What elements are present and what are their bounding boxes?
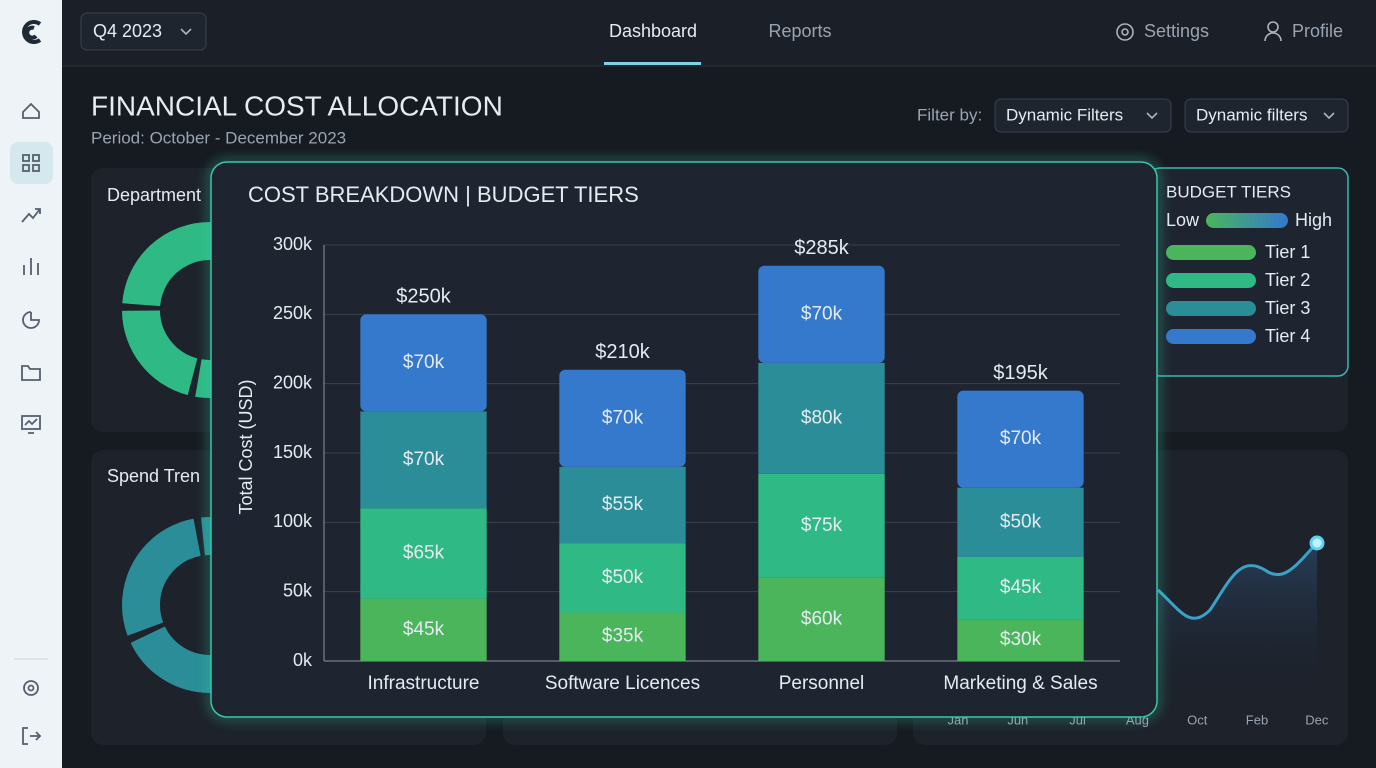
bar-segment xyxy=(758,265,885,363)
profile-link[interactable]: Profile xyxy=(1292,21,1343,41)
legend-label: Tier 1 xyxy=(1265,242,1310,262)
x-tick-label: Oct xyxy=(1187,712,1208,727)
legend-swatch xyxy=(1166,273,1256,288)
y-tick-label: 150k xyxy=(273,442,313,462)
x-tick-label: Dec xyxy=(1305,712,1329,727)
bar-segment xyxy=(559,543,686,613)
bar-value-label: $70k xyxy=(403,449,445,470)
x-tick-label: Marketing & Sales xyxy=(943,673,1097,694)
bar-value-label: $30k xyxy=(1000,629,1042,650)
filter-select-text[interactable]: Dynamic filters xyxy=(1196,105,1307,124)
legend-title: BUDGET TIERS xyxy=(1166,182,1291,201)
bar-segment xyxy=(758,362,885,474)
bar-segment xyxy=(957,557,1084,620)
bar-segment xyxy=(559,369,686,467)
bar-value-label: $45k xyxy=(1000,577,1042,598)
y-tick-label: 100k xyxy=(273,511,313,531)
bar-segment xyxy=(559,612,686,661)
bar-value-label: $65k xyxy=(403,543,445,564)
panel-title: Department xyxy=(107,185,201,205)
legend-label: Tier 4 xyxy=(1265,326,1310,346)
page-title: FINANCIAL COST ALLOCATION xyxy=(91,90,503,121)
bar-value-label: $75k xyxy=(801,515,843,536)
bar-segment xyxy=(957,390,1084,488)
y-tick-label: 300k xyxy=(273,234,313,254)
total-label: $285k xyxy=(794,237,849,259)
bar-value-label: $80k xyxy=(801,407,843,428)
bar-value-label: $35k xyxy=(602,626,644,647)
filter-select-text[interactable]: Dynamic Filters xyxy=(1006,105,1123,124)
bar-segment xyxy=(758,473,885,578)
nav-tab[interactable]: Reports xyxy=(768,21,831,41)
active-tab-indicator xyxy=(604,62,701,65)
legend-label: Tier 2 xyxy=(1265,270,1310,290)
x-tick-label: Feb xyxy=(1246,712,1268,727)
legend-high: High xyxy=(1295,210,1332,230)
y-tick-label: 50k xyxy=(283,580,313,600)
filter-select[interactable] xyxy=(1184,98,1349,133)
legend-low: Low xyxy=(1166,210,1200,230)
bar-segment xyxy=(758,577,885,661)
legend-swatch xyxy=(1166,245,1256,260)
bar-segment xyxy=(360,314,487,412)
top-bar xyxy=(62,0,1376,66)
y-tick-label: 250k xyxy=(273,303,313,323)
bar-value-label: $70k xyxy=(1000,428,1042,449)
legend-label: Tier 3 xyxy=(1265,298,1310,318)
settings-link[interactable]: Settings xyxy=(1144,21,1209,41)
panel-title: Spend Tren xyxy=(107,466,200,486)
bar-value-label: $60k xyxy=(801,608,843,629)
bar-segment xyxy=(957,619,1084,661)
bar-value-label: $55k xyxy=(602,494,644,515)
bar-segment xyxy=(559,466,686,544)
logo xyxy=(22,20,42,44)
bar-value-label: $70k xyxy=(403,352,445,373)
x-tick-label: Software Licences xyxy=(545,673,700,694)
bar-segment xyxy=(360,411,487,509)
bar-value-label: $70k xyxy=(602,407,644,428)
x-tick-label: Personnel xyxy=(779,673,865,694)
legend-swatch xyxy=(1166,301,1256,316)
y-tick-label: 200k xyxy=(273,372,313,392)
bar-value-label: $50k xyxy=(1000,511,1042,532)
sidebar-active xyxy=(10,142,53,184)
bar-value-label: $70k xyxy=(801,303,843,324)
bar-segment xyxy=(360,508,487,599)
bar-segment xyxy=(957,487,1084,557)
period-select-text[interactable]: Q4 2023 xyxy=(93,21,162,41)
sidebar-icons[interactable] xyxy=(14,102,48,745)
bar-value-label: $45k xyxy=(403,619,445,640)
total-label: $210k xyxy=(595,341,650,363)
chart-title: COST BREAKDOWN | BUDGET TIERS xyxy=(248,182,639,207)
sidebar xyxy=(0,0,62,768)
period-select[interactable] xyxy=(80,12,207,51)
y-axis-label: Total Cost (USD) xyxy=(236,379,256,514)
page-subtitle: Period: October - December 2023 xyxy=(91,128,346,147)
filter-select[interactable] xyxy=(994,98,1172,133)
total-label: $195k xyxy=(993,362,1048,384)
legend-swatch xyxy=(1166,329,1256,344)
legend-gradient xyxy=(1206,213,1288,228)
nav-tab[interactable]: Dashboard xyxy=(609,21,697,41)
bar-segment xyxy=(360,598,487,661)
x-tick-label: Infrastructure xyxy=(368,673,480,694)
total-label: $250k xyxy=(396,286,451,308)
bar-value-label: $50k xyxy=(602,567,644,588)
y-tick-label: 0k xyxy=(293,650,313,670)
filter-label: Filter by: xyxy=(917,105,982,124)
